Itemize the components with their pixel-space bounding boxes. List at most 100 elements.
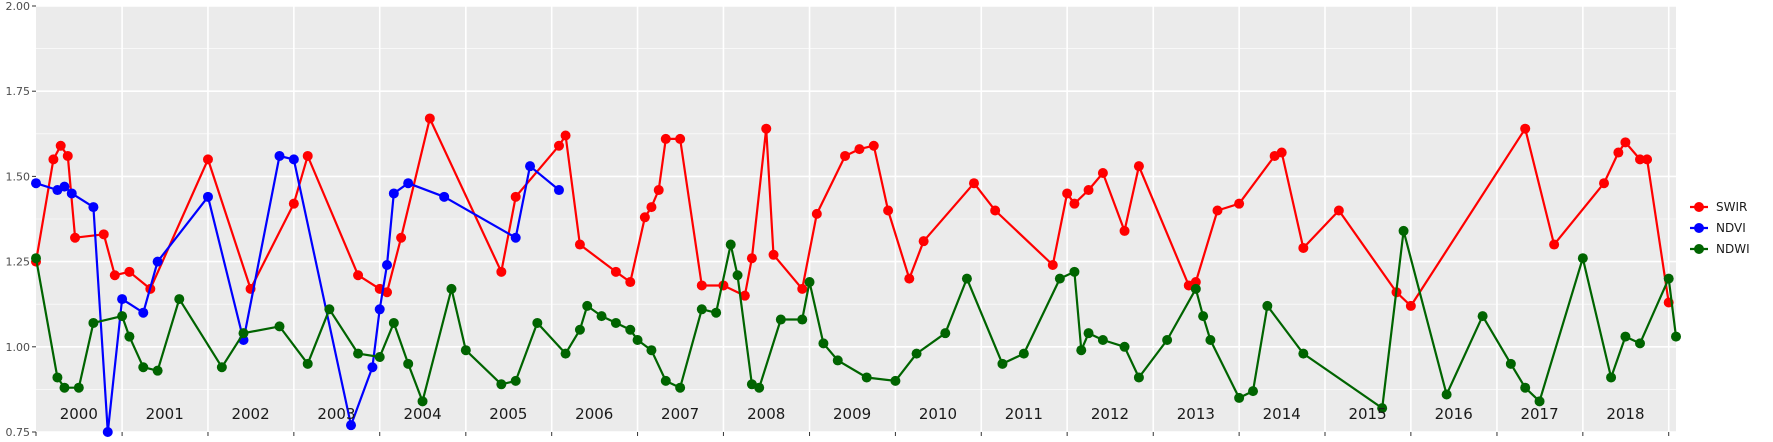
ndwi-point <box>1205 334 1216 345</box>
year-label: 2014 <box>1263 405 1301 423</box>
y-tick-label: 1.50 <box>6 170 31 183</box>
swir-point <box>288 198 299 209</box>
ndwi-point <box>660 375 671 386</box>
swir-point <box>768 249 779 260</box>
ndvi-point <box>31 178 41 189</box>
ndwi-point <box>632 334 643 345</box>
ndwi-point <box>1262 300 1273 311</box>
ndwi-point <box>675 382 686 393</box>
swir-point <box>739 290 750 301</box>
ndwi-point <box>446 283 457 294</box>
swir-point <box>424 113 435 124</box>
x-axis <box>35 432 1670 436</box>
swir-point <box>1069 198 1080 209</box>
ndwi-point <box>1248 386 1259 397</box>
swir-point <box>574 239 585 250</box>
swir-point <box>382 287 393 298</box>
ndwi-point <box>52 372 63 383</box>
ndwi-point <box>302 358 313 369</box>
ndwi-point <box>625 324 636 335</box>
swir-point <box>55 140 66 151</box>
major-gridlines <box>36 5 1676 433</box>
ndvi-point <box>382 260 393 271</box>
swir-point <box>1642 154 1653 165</box>
year-label: 2004 <box>403 405 441 423</box>
swir-point <box>560 130 571 141</box>
series-ndvi <box>31 150 564 437</box>
year-label: 2018 <box>1606 405 1644 423</box>
ndwi-point <box>696 304 707 315</box>
ndvi-point <box>66 188 77 199</box>
swir-point <box>1613 147 1624 158</box>
ndwi-point <box>59 382 70 393</box>
ndwi-point <box>797 314 808 325</box>
legend-label: SWIR <box>1716 200 1747 214</box>
ndvi-point <box>553 185 564 196</box>
ndvi-point <box>138 307 149 318</box>
swir-point <box>1549 239 1560 250</box>
year-labels: 2000 2001 2002 2003 2004 2005 2006 2007 2008 2009… <box>60 405 1645 423</box>
ndwi-point <box>510 375 521 386</box>
ndvi-point <box>288 154 299 165</box>
ndvi-point <box>525 161 536 172</box>
ndwi-point <box>1671 331 1681 342</box>
legend-label: NDVI <box>1716 221 1746 235</box>
ndvi-point <box>367 362 378 373</box>
ndwi-point <box>1076 345 1087 356</box>
ndwi-point <box>1606 372 1617 383</box>
swir-point <box>1119 225 1130 236</box>
minor-gridlines <box>36 48 1676 390</box>
ndwi-point <box>1663 273 1674 284</box>
ndwi-point <box>1162 334 1173 345</box>
swir-point <box>62 150 73 161</box>
ndvi-point <box>152 256 163 267</box>
ndwi-point <box>117 311 128 322</box>
swir-point <box>353 270 364 281</box>
ndwi-point <box>940 328 951 339</box>
year-label: 2010 <box>919 405 957 423</box>
swir-point <box>1298 242 1309 253</box>
ndwi-point <box>1234 392 1245 403</box>
ndwi-point <box>460 345 471 356</box>
ndwi-point <box>496 379 507 390</box>
swir-point <box>98 229 109 240</box>
y-axis: 0.75 1.00 1.25 1.50 1.75 2.00 <box>6 0 36 439</box>
swir-point <box>761 123 772 134</box>
swir-point <box>918 236 929 247</box>
ndwi-point <box>238 328 249 339</box>
swir-point <box>746 253 757 264</box>
ndwi-point <box>1477 311 1488 322</box>
year-label: 2011 <box>1005 405 1043 423</box>
swir-point <box>496 266 507 277</box>
ndwi-point <box>88 317 99 328</box>
swir-point <box>1405 300 1416 311</box>
ndwi-point <box>1018 348 1029 359</box>
ndwi-point <box>1635 338 1646 349</box>
ndwi-point <box>1620 331 1631 342</box>
ndwi-point <box>961 273 972 284</box>
ndwi-point <box>1577 253 1588 264</box>
swir-point <box>70 232 81 243</box>
ndwi-point <box>711 307 722 318</box>
year-label: 2008 <box>747 405 785 423</box>
ndvi-point <box>403 178 414 189</box>
ndwi-point <box>324 304 335 315</box>
ndwi-point <box>274 321 285 332</box>
ndwi-point <box>890 375 901 386</box>
swir-point <box>1599 178 1610 189</box>
ndwi-point <box>1534 396 1545 407</box>
swir-point <box>1276 147 1287 158</box>
ndwi-point <box>1377 403 1388 414</box>
swir-point <box>553 140 564 151</box>
swir-point <box>1333 205 1344 216</box>
ndwi-point <box>861 372 872 383</box>
swir-point <box>1083 185 1094 196</box>
ndvi-point <box>102 427 113 437</box>
legend-item-ndvi: NDVI <box>1690 221 1746 235</box>
swir-point <box>1520 123 1531 134</box>
swir-point <box>868 140 879 151</box>
ndvi-point <box>274 150 285 161</box>
ndwi-point <box>1119 341 1130 352</box>
ndwi-point <box>1198 311 1209 322</box>
